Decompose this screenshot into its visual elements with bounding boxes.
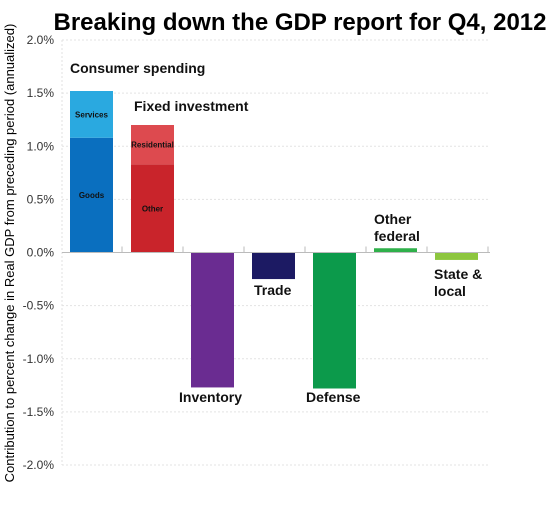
bar-segment: [313, 252, 356, 389]
y-tick-label: -0.5%: [23, 299, 55, 313]
category-label: Fixed investment: [134, 98, 249, 114]
bar-segment: [374, 248, 417, 253]
segment-label: Residential: [131, 141, 174, 150]
segment-label: Other: [142, 204, 163, 213]
segment-label: Goods: [79, 191, 105, 200]
bars: Goods Services Other Residential: [70, 91, 478, 389]
bar-segment: [131, 125, 174, 165]
y-tick-label: -1.0%: [23, 352, 55, 366]
bar-segment: [252, 252, 295, 280]
chart-title: Breaking down the GDP report for Q4, 201…: [53, 9, 546, 36]
category-label: State & local: [434, 266, 482, 299]
category-labels: Consumer spending Fixed investment Invento…: [70, 60, 482, 405]
category-ticks: [121, 246, 489, 253]
category-label: Trade: [254, 282, 292, 298]
y-tick-label: 0.5%: [27, 192, 55, 206]
y-tick-label: -1.5%: [23, 405, 55, 419]
y-tick-label: 2.0%: [27, 33, 55, 47]
y-tick-label: 1.5%: [27, 86, 55, 100]
category-label: Defense: [306, 389, 361, 405]
bar-segment: [191, 252, 234, 388]
segment-label: Services: [75, 110, 108, 119]
bar-segment: [70, 137, 113, 253]
category-label: Consumer spending: [70, 60, 205, 76]
y-tick-label: 1.0%: [27, 139, 55, 153]
y-axis-label: Contribution to percent change in Real G…: [2, 24, 17, 483]
bar-segment: [131, 164, 174, 253]
category-label: Inventory: [179, 389, 242, 405]
y-tick-label: 0.0%: [27, 246, 55, 260]
y-tick-label: -2.0%: [23, 458, 55, 472]
bar-segment: [70, 91, 113, 138]
bar-segment: [435, 252, 478, 260]
category-label: Other federal: [374, 211, 420, 244]
y-axis-ticks: 2.0% 1.5% 1.0% 0.5% 0.0% -0.5% -1.0% -1.5% -2.0%: [23, 33, 55, 472]
